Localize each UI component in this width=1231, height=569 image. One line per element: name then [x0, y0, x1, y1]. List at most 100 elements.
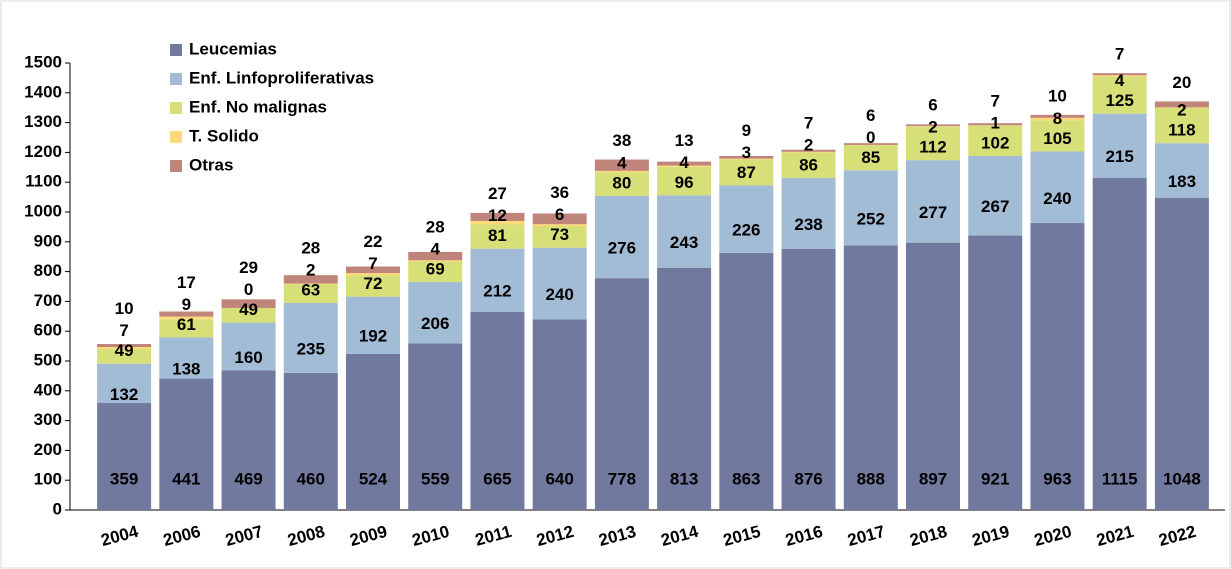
bar-segment: [97, 344, 152, 347]
y-tick-label: 200: [34, 440, 62, 459]
bar-segment: [159, 337, 214, 379]
data-label: 2: [306, 260, 315, 279]
data-label: 20: [1172, 73, 1191, 92]
y-tick-label: 0: [53, 499, 62, 518]
bar-segment: [781, 151, 836, 153]
bar-segment: [221, 322, 276, 371]
bar-segment: [159, 311, 214, 317]
data-label: 276: [608, 239, 636, 258]
data-label: 897: [919, 469, 947, 488]
y-tick-label: 1200: [24, 142, 62, 161]
data-label: 7: [1115, 45, 1124, 64]
bar-segment: [1154, 107, 1209, 144]
bar-segment: [657, 165, 712, 167]
bar-segment: [346, 266, 400, 274]
bar-segment: [1154, 107, 1209, 108]
data-label: 240: [1043, 189, 1071, 208]
data-label: 4: [679, 153, 689, 172]
bar-segment: [719, 158, 774, 160]
data-label: 921: [981, 469, 1009, 488]
data-label: 1048: [1163, 469, 1201, 488]
bar-segment: [346, 275, 400, 297]
bar-segment: [97, 363, 152, 404]
bar-segment: [1030, 120, 1085, 152]
data-label: 192: [359, 327, 387, 346]
bar-segment: [470, 224, 525, 249]
legend-label: Leucemias: [189, 39, 277, 58]
bar-segment: [906, 124, 960, 127]
data-label: 69: [426, 260, 445, 279]
bar-segment: [594, 170, 649, 173]
y-tick-label: 900: [34, 231, 62, 250]
data-label: 29: [239, 258, 258, 277]
bar-segment: [470, 220, 525, 225]
data-label: 6: [866, 106, 875, 125]
bar-segment: [408, 251, 463, 261]
legend-swatch: [170, 160, 182, 172]
bar-segment: [594, 278, 649, 510]
y-tick-label: 500: [34, 350, 62, 369]
bar-segment: [532, 226, 587, 248]
bar-segment: [97, 346, 152, 350]
y-tick-label: 300: [34, 410, 62, 429]
bar-segment: [719, 252, 774, 511]
bar-segment: [968, 235, 1023, 511]
data-label: 665: [483, 469, 511, 488]
data-label: 36: [550, 183, 569, 202]
bar-segment: [97, 349, 152, 364]
data-label: 243: [670, 233, 698, 252]
bar-segment: [843, 170, 898, 246]
legend-label: Enf. Linfoproliferativas: [189, 68, 374, 87]
bar-segment: [1092, 177, 1147, 511]
bar-segment: [532, 224, 587, 227]
data-label: 49: [239, 300, 258, 319]
y-tick-label: 400: [34, 380, 62, 399]
bar-segment: [1030, 114, 1085, 118]
bar-segment: [159, 316, 214, 320]
data-label: 559: [421, 469, 449, 488]
data-label: 8: [1053, 109, 1062, 128]
legend-label: T. Solido: [189, 126, 259, 145]
data-label: 2: [928, 118, 937, 137]
legend-label: Otras: [189, 155, 233, 174]
data-label: 6: [928, 96, 937, 115]
data-label: 72: [364, 274, 383, 293]
data-label: 10: [1048, 86, 1067, 105]
bar-segment: [408, 343, 463, 510]
legend-swatch: [170, 44, 182, 56]
data-label: 138: [172, 360, 200, 379]
legend-label: Enf. No malignas: [189, 97, 327, 116]
bar-segment: [781, 248, 836, 510]
bar-segment: [408, 282, 463, 344]
data-label: 206: [421, 314, 449, 333]
bar-segment: [532, 247, 587, 320]
bar-segment: [968, 125, 1023, 156]
bar-segment: [221, 307, 276, 323]
data-label: 813: [670, 469, 698, 488]
data-label: 0: [244, 280, 253, 299]
bar-segment: [532, 319, 587, 510]
data-label: 132: [110, 385, 138, 404]
bar-segment: [1154, 143, 1209, 198]
bar-segment: [408, 260, 463, 262]
data-label: 87: [737, 163, 756, 182]
bar-segment: [283, 284, 338, 303]
bar-segment: [346, 296, 400, 354]
bar-segment: [1030, 117, 1085, 121]
data-label: 7: [804, 114, 813, 133]
bar-segment: [1030, 151, 1085, 224]
data-label: 238: [794, 215, 822, 234]
data-label: 277: [919, 203, 947, 222]
bar-segment: [283, 275, 338, 284]
data-label: 160: [234, 348, 262, 367]
data-label: 4: [617, 153, 627, 172]
data-label: 38: [612, 131, 631, 150]
bar-segment: [906, 126, 960, 127]
data-label: 876: [794, 469, 822, 488]
data-label: 524: [359, 469, 388, 488]
data-label: 2: [804, 136, 813, 155]
bar-segment: [283, 283, 338, 285]
legend-swatch: [170, 131, 182, 143]
bar-segment: [843, 144, 898, 171]
bar-segment: [159, 378, 214, 510]
